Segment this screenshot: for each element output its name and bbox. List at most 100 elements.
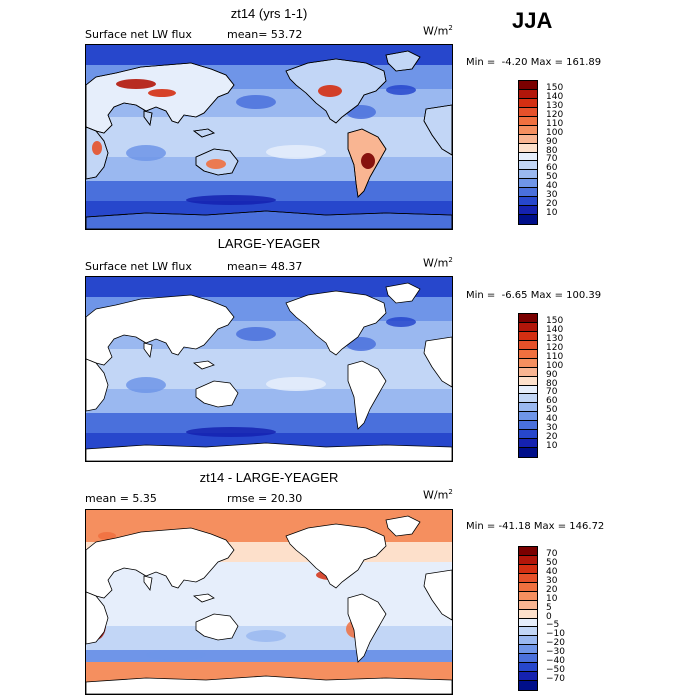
colorbar-swatch bbox=[519, 672, 537, 682]
colorbar-swatch bbox=[519, 116, 537, 126]
colorbar-swatch bbox=[519, 81, 537, 90]
map-model bbox=[85, 44, 453, 230]
mean-label: mean = 5.35 bbox=[85, 492, 157, 505]
minmax-label: Min = -41.18 Max = 146.72 bbox=[466, 521, 605, 532]
colorbar-swatch bbox=[519, 591, 537, 601]
colorbar-swatch bbox=[519, 421, 537, 431]
colorbar-swatch bbox=[519, 152, 537, 162]
colorbar-tick-label: 130 bbox=[546, 333, 564, 344]
colorbar-tick-label: 60 bbox=[546, 396, 558, 407]
colorbar-tick-label: 90 bbox=[546, 136, 558, 147]
colorbar-swatch bbox=[519, 358, 537, 368]
colorbar-swatch bbox=[519, 367, 537, 377]
panel-title: zt14 - LARGE-YEAGER bbox=[199, 470, 339, 485]
map-obs bbox=[85, 276, 453, 462]
colorbar-tick-label: 0 bbox=[546, 611, 552, 622]
colorbar-swatch bbox=[519, 564, 537, 574]
colorbar-swatch bbox=[519, 412, 537, 422]
colorbar-tick-label: 10 bbox=[546, 593, 558, 604]
units-label: W/m2 bbox=[423, 256, 453, 270]
colorbar-swatch bbox=[519, 170, 537, 180]
colorbar-tick-label: 20 bbox=[546, 584, 558, 595]
colorbar-swatch bbox=[519, 618, 537, 628]
colorbar-swatch bbox=[519, 394, 537, 404]
colorbar-tick-label: 70 bbox=[546, 154, 558, 165]
colorbar-tick-label: 110 bbox=[546, 118, 564, 129]
colorbar-swatch bbox=[519, 98, 537, 108]
colorbar-swatch bbox=[519, 636, 537, 646]
colorbar-tick-label: 110 bbox=[546, 351, 564, 362]
colorbar-tick-label: 30 bbox=[546, 575, 558, 586]
colorbar-tick-label: 20 bbox=[546, 432, 558, 443]
colorbar-swatch bbox=[519, 179, 537, 189]
colorbar-tick-label: −70 bbox=[546, 674, 565, 685]
colorbar-tick-label: 20 bbox=[546, 199, 558, 210]
colorbar-tick-label: 50 bbox=[546, 405, 558, 416]
colorbar-tick-label: −50 bbox=[546, 665, 565, 676]
minmax-label: Min = -4.20 Max = 161.89 bbox=[466, 57, 602, 68]
colorbar-swatch bbox=[519, 188, 537, 198]
colorbar-tick-label: 40 bbox=[546, 181, 558, 192]
colorbar bbox=[518, 546, 538, 691]
colorbar-swatch bbox=[519, 609, 537, 619]
colorbar-swatch bbox=[519, 197, 537, 207]
minmax-label: Min = -6.65 Max = 100.39 bbox=[466, 290, 602, 301]
colorbar-tick-label: 80 bbox=[546, 378, 558, 389]
colorbar-swatch bbox=[519, 600, 537, 610]
colorbar-swatch bbox=[519, 439, 537, 449]
colorbar-tick-label: 30 bbox=[546, 423, 558, 434]
colorbar-tick-label: 30 bbox=[546, 190, 558, 201]
colorbar-swatch bbox=[519, 547, 537, 556]
colorbar-tick-label: 150 bbox=[546, 315, 564, 326]
colorbar-tick-label: 130 bbox=[546, 100, 564, 111]
colorbar-tick-label: 70 bbox=[546, 548, 558, 559]
colorbar-tick-label: 140 bbox=[546, 324, 564, 335]
mean-label: mean= 48.37 bbox=[227, 260, 303, 273]
colorbar-swatch bbox=[519, 143, 537, 153]
colorbar bbox=[518, 313, 538, 458]
colorbar-swatch bbox=[519, 314, 537, 323]
colorbar-swatch bbox=[519, 654, 537, 664]
colorbar-swatch bbox=[519, 161, 537, 171]
colorbar-swatch bbox=[519, 645, 537, 655]
colorbar-tick-label: 80 bbox=[546, 145, 558, 156]
colorbar-tick-label: 70 bbox=[546, 387, 558, 398]
mean-label: mean= 53.72 bbox=[227, 28, 303, 41]
panel-title: LARGE-YEAGER bbox=[217, 236, 321, 251]
colorbar-swatch bbox=[519, 322, 537, 332]
colorbar-tick-label: −40 bbox=[546, 656, 565, 667]
colorbar-tick-label: 90 bbox=[546, 369, 558, 380]
colorbar-tick-label: −30 bbox=[546, 647, 565, 658]
units-label: W/m2 bbox=[423, 24, 453, 38]
field-label: Surface net LW flux bbox=[85, 260, 192, 273]
colorbar-swatch bbox=[519, 125, 537, 135]
colorbar-tick-label: 120 bbox=[546, 342, 564, 353]
colorbar bbox=[518, 80, 538, 225]
colorbar-tick-label: 50 bbox=[546, 172, 558, 183]
colorbar-swatch bbox=[519, 349, 537, 359]
colorbar-tick-label: 5 bbox=[546, 602, 552, 613]
season-label: JJA bbox=[512, 8, 553, 33]
colorbar-tick-label: 140 bbox=[546, 91, 564, 102]
colorbar-swatch bbox=[519, 448, 537, 457]
colorbar-swatch bbox=[519, 582, 537, 592]
rmse-label: rmse = 20.30 bbox=[227, 492, 303, 505]
colorbar-swatch bbox=[519, 555, 537, 565]
colorbar-tick-label: 60 bbox=[546, 163, 558, 174]
colorbar-tick-label: 100 bbox=[546, 127, 564, 138]
colorbar-swatch bbox=[519, 331, 537, 341]
colorbar-swatch bbox=[519, 376, 537, 386]
colorbar-tick-label: 150 bbox=[546, 82, 564, 93]
colorbar-tick-label: 40 bbox=[546, 414, 558, 425]
colorbar-swatch bbox=[519, 206, 537, 216]
colorbar-tick-label: 10 bbox=[546, 441, 558, 452]
colorbar-tick-label: 40 bbox=[546, 566, 558, 577]
colorbar-tick-label: 10 bbox=[546, 208, 558, 219]
colorbar-tick-label: 120 bbox=[546, 109, 564, 120]
colorbar-swatch bbox=[519, 385, 537, 395]
colorbar-swatch bbox=[519, 340, 537, 350]
colorbar-tick-label: 100 bbox=[546, 360, 564, 371]
colorbar-tick-label: 50 bbox=[546, 557, 558, 568]
units-label: W/m2 bbox=[423, 488, 453, 502]
colorbar-swatch bbox=[519, 89, 537, 99]
